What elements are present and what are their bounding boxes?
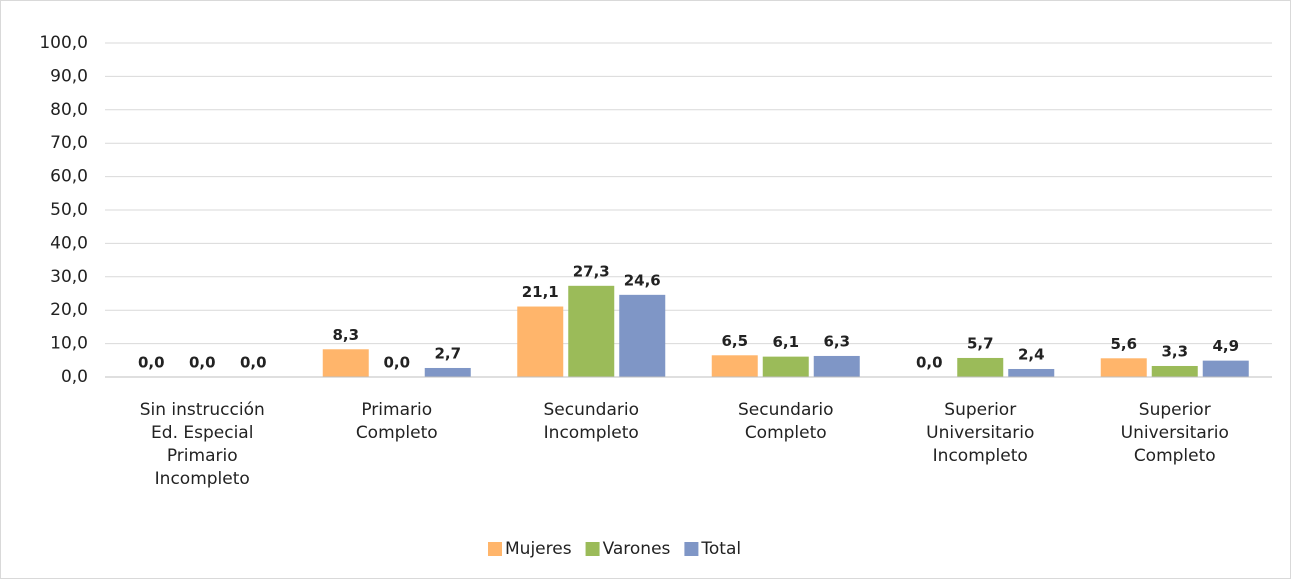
bar bbox=[813, 355, 860, 377]
y-tick-label: 60,0 bbox=[50, 167, 88, 187]
x-tick-line: Primario bbox=[361, 400, 432, 420]
y-tick-label: 90,0 bbox=[50, 66, 88, 86]
y-tick-label: 70,0 bbox=[50, 133, 88, 153]
x-tick-label: Superior Universitario Completo bbox=[1121, 400, 1229, 466]
value-label: 27,3 bbox=[573, 262, 610, 280]
x-tick-line: Primario bbox=[167, 446, 238, 466]
legend-swatch bbox=[585, 542, 600, 556]
x-tick-line: Incompleto bbox=[155, 469, 250, 489]
x-tick-line: Superior bbox=[1139, 400, 1211, 420]
bar bbox=[1202, 360, 1249, 377]
value-label: 0,0 bbox=[383, 354, 410, 372]
y-tick-label: 20,0 bbox=[50, 300, 88, 320]
value-label: 0,0 bbox=[138, 354, 165, 372]
x-tick-line: Universitario bbox=[926, 423, 1034, 443]
legend-swatch bbox=[488, 542, 502, 556]
legend-label: Varones bbox=[603, 539, 671, 559]
y-tick-label: 100,0 bbox=[39, 33, 88, 53]
legend-label: Total bbox=[700, 539, 741, 559]
bar bbox=[517, 306, 564, 377]
x-tick-line: Incompleto bbox=[544, 423, 639, 443]
value-label: 6,5 bbox=[721, 332, 748, 350]
value-label: 0,0 bbox=[916, 354, 943, 372]
x-tick-line: Universitario bbox=[1121, 423, 1229, 443]
value-label: 4,9 bbox=[1212, 337, 1239, 355]
x-tick-line: Incompleto bbox=[933, 446, 1028, 466]
x-tick-label: Superior Universitario Incompleto bbox=[926, 400, 1034, 466]
bar bbox=[762, 356, 809, 377]
value-label: 5,6 bbox=[1110, 335, 1137, 353]
value-label: 2,7 bbox=[434, 344, 461, 362]
value-label: 2,4 bbox=[1018, 345, 1045, 363]
value-label: 6,1 bbox=[772, 333, 799, 351]
x-tick-line: Sin instrucción bbox=[140, 400, 265, 420]
x-tick-label: Secundario Incompleto bbox=[544, 400, 639, 443]
value-label: 3,3 bbox=[1161, 342, 1188, 360]
value-label: 8,3 bbox=[332, 326, 359, 344]
bar bbox=[1100, 358, 1147, 377]
x-tick-line: Secundario bbox=[738, 400, 833, 420]
bar bbox=[1008, 368, 1055, 377]
y-tick-label: 10,0 bbox=[50, 334, 88, 354]
y-tick-label: 0,0 bbox=[61, 367, 88, 387]
y-tick-label: 50,0 bbox=[50, 200, 88, 220]
legend-swatch bbox=[684, 542, 699, 556]
x-tick-line: Secundario bbox=[544, 400, 639, 420]
value-label: 6,3 bbox=[823, 332, 850, 350]
bar bbox=[424, 367, 471, 377]
y-tick-label: 40,0 bbox=[50, 233, 88, 253]
value-label: 0,0 bbox=[189, 354, 216, 372]
x-tick-line: Superior bbox=[944, 400, 1016, 420]
x-tick-line: Completo bbox=[1134, 446, 1216, 466]
x-tick-line: Completo bbox=[745, 423, 827, 443]
x-tick-label: Secundario Completo bbox=[738, 400, 833, 443]
x-tick-line: Ed. Especial bbox=[151, 423, 253, 443]
bar bbox=[619, 294, 666, 377]
bar bbox=[1151, 365, 1198, 377]
x-tick-label: Primario Completo bbox=[356, 400, 438, 443]
bar bbox=[957, 357, 1004, 377]
value-label: 21,1 bbox=[522, 283, 559, 301]
bar bbox=[322, 349, 369, 377]
value-label: 5,7 bbox=[967, 334, 994, 352]
value-label: 24,6 bbox=[624, 271, 661, 289]
bar bbox=[711, 355, 758, 377]
x-tick-line: Completo bbox=[356, 423, 438, 443]
bar bbox=[568, 285, 615, 377]
legend-label: Mujeres bbox=[505, 539, 572, 559]
y-tick-label: 30,0 bbox=[50, 267, 88, 287]
x-tick-label: Sin instrucción Ed. Especial Primario Incom… bbox=[140, 400, 265, 489]
y-tick-label: 80,0 bbox=[50, 100, 88, 120]
value-label: 0,0 bbox=[240, 354, 267, 372]
